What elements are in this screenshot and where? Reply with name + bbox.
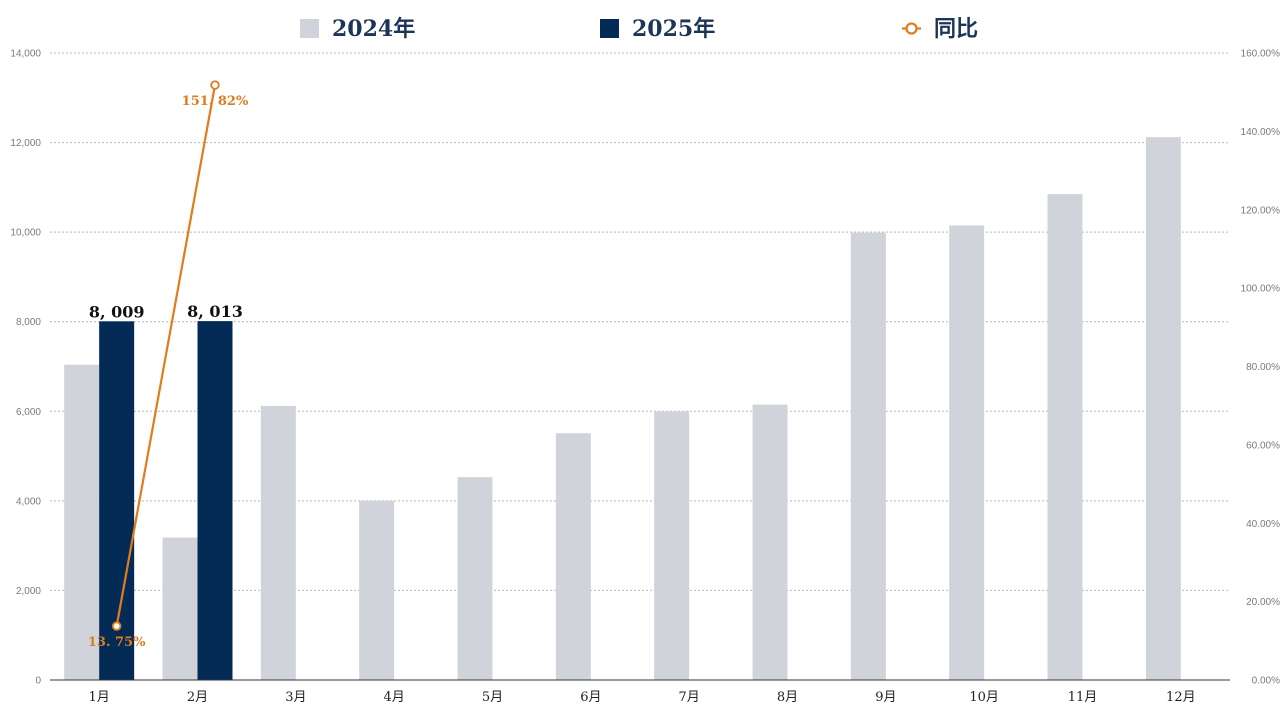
left-y-tick-label: 10,000	[10, 228, 41, 239]
legend-swatch	[300, 19, 319, 38]
line-data-label: 13. 75%	[88, 635, 146, 650]
bar-2024年-10月	[949, 225, 985, 681]
left-y-tick-label: 2,000	[16, 586, 41, 597]
right-y-tick-label: 100.00%	[1241, 284, 1280, 295]
left-y-tick-label: 12,000	[10, 138, 41, 149]
right-y-axis: 0.00% 20.00% 40.00% 60.00% 80.00% 100.00% 120.…	[1241, 49, 1280, 687]
line-series	[111, 80, 220, 631]
x-tick-label: 12月	[1166, 690, 1196, 705]
x-tick-label: 8月	[777, 690, 798, 705]
bar-data-label: 8, 009	[89, 302, 145, 321]
legend-swatch	[600, 19, 619, 38]
x-tick-label: 5月	[482, 690, 503, 705]
right-y-tick-label: 60.00%	[1246, 440, 1280, 451]
x-tick-label: 1月	[89, 690, 110, 705]
bar-2024年-9月	[850, 232, 886, 681]
right-y-tick-label: 80.00%	[1246, 362, 1280, 373]
right-y-tick-label: 140.00%	[1241, 127, 1280, 138]
left-y-axis: 0 2,000 4,000 6,000 8,000 10,000 12,000 14,000	[10, 49, 41, 687]
legend-marker	[905, 22, 918, 35]
bar-2024年-11月	[1047, 194, 1083, 680]
bar-2024年-6月	[555, 433, 591, 680]
left-y-tick-label: 4,000	[16, 496, 41, 507]
bar-2024年-2月	[162, 537, 198, 680]
x-axis: 1月 2月 3月 4月 5月 6月 7月 8月 9月 10月 11月 12月	[89, 690, 1196, 705]
x-tick-label: 11月	[1068, 690, 1098, 705]
x-tick-label: 2月	[187, 690, 208, 705]
x-tick-label: 7月	[679, 690, 700, 705]
right-y-tick-label: 40.00%	[1246, 519, 1280, 530]
data-labels: 8, 009 8, 013 13. 75% 151. 82%	[88, 94, 249, 650]
bar-2024年-4月	[359, 500, 395, 680]
x-tick-label: 6月	[580, 690, 601, 705]
line-同比	[115, 84, 217, 627]
left-y-tick-label: 8,000	[16, 317, 41, 328]
bar-2024年-1月	[64, 364, 100, 680]
bar-2024年-7月	[654, 411, 690, 680]
line-point	[210, 80, 220, 90]
bar-data-label: 8, 013	[187, 302, 243, 321]
gridlines	[50, 52, 1230, 591]
bar-2025年-2月	[197, 321, 233, 680]
bar-2024年-8月	[752, 404, 788, 680]
legend-label: 2024年	[332, 16, 415, 42]
left-y-tick-label: 0	[35, 676, 41, 687]
x-tick-label: 10月	[969, 690, 999, 705]
bar-series	[64, 137, 1181, 681]
right-y-tick-label: 160.00%	[1241, 49, 1280, 60]
left-y-tick-label: 14,000	[10, 49, 41, 60]
legend: 2024年 2025年 同比	[300, 16, 978, 42]
right-y-tick-label: 20.00%	[1246, 597, 1280, 608]
line-point	[111, 621, 122, 631]
right-y-tick-label: 0.00%	[1252, 676, 1280, 687]
bar-2024年-12月	[1145, 137, 1181, 680]
x-tick-label: 4月	[384, 690, 405, 705]
bar-2024年-5月	[457, 477, 493, 680]
bar-2024年-3月	[260, 405, 296, 680]
x-tick-label: 9月	[875, 690, 896, 705]
line-data-label: 151. 82%	[182, 94, 249, 109]
right-y-tick-label: 120.00%	[1241, 205, 1280, 216]
legend-label: 同比	[934, 16, 978, 42]
legend-label: 2025年	[632, 16, 715, 42]
x-tick-label: 3月	[285, 690, 306, 705]
left-y-tick-label: 6,000	[16, 407, 41, 418]
